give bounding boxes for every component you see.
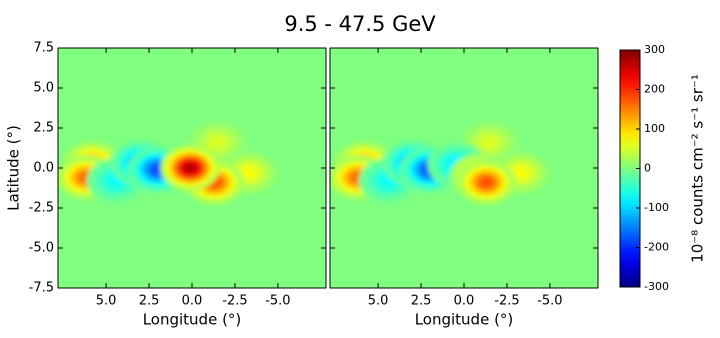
source-contour: [479, 177, 494, 188]
y-tick-label: 5.0: [33, 81, 54, 96]
y-tick-label: -2.5: [29, 201, 54, 216]
source-contour: [513, 167, 528, 179]
source: [160, 145, 220, 191]
colorbar-tick-label: 100: [644, 122, 665, 135]
x-tick-label: -5.0: [265, 294, 290, 309]
y-tick-label: 2.5: [33, 121, 54, 136]
source-contour: [241, 167, 256, 179]
heatmap: [330, 48, 598, 288]
x-tick-label: -2.5: [494, 294, 519, 309]
colorbar-tick-label: -300: [644, 280, 669, 293]
y-axis-label: Latitude (°): [5, 125, 23, 211]
x-tick-label: 0.0: [182, 294, 203, 309]
colorbar-tick-label: 300: [644, 43, 665, 56]
x-tick-label: -5.0: [537, 294, 562, 309]
x-tick-label: 0.0: [454, 294, 475, 309]
colorbar-label: 10⁻⁸ counts cm⁻² s⁻¹ sr⁻¹: [689, 74, 707, 263]
x-axis-label: Longitude (°): [415, 311, 514, 329]
chart-title: 9.5 - 47.5 GeV: [284, 12, 436, 36]
x-tick-label: -2.5: [222, 294, 247, 309]
x-tick-label: 5.0: [96, 294, 117, 309]
source-contour: [210, 137, 225, 148]
source: [456, 159, 517, 206]
source-contour: [183, 162, 198, 174]
y-tick-label: -7.5: [29, 281, 54, 296]
heatmap-sources: [58, 119, 279, 206]
colorbar-tick-label: -100: [644, 201, 669, 214]
x-axis-label: Longitude (°): [143, 311, 242, 329]
heatmap-sources: [330, 119, 551, 206]
x-tick-label: 2.5: [139, 294, 160, 309]
y-tick-label: 0.0: [33, 161, 54, 176]
y-tick-label: 7.5: [33, 41, 54, 56]
heatmap: [58, 48, 326, 288]
y-tick-label: -5.0: [29, 241, 54, 256]
colorbar-tick-label: -200: [644, 241, 669, 254]
x-tick-label: 2.5: [411, 294, 432, 309]
colorbar-tick-label: 0: [644, 162, 651, 175]
colorbar-tick-label: 200: [644, 83, 665, 96]
source-contour: [482, 137, 497, 148]
x-tick-label: 5.0: [368, 294, 389, 309]
